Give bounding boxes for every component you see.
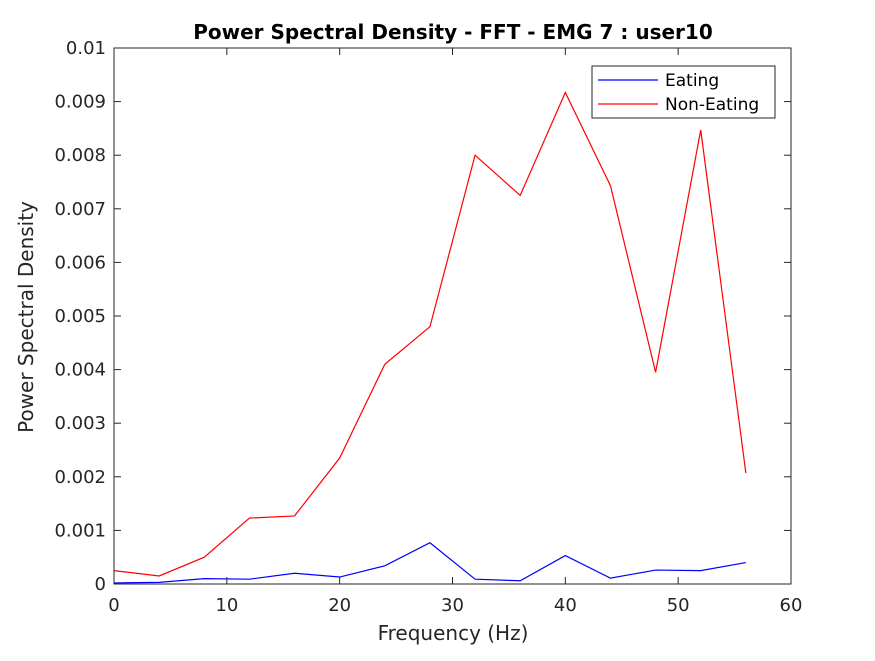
legend-entry-2: Non-Eating [665, 95, 759, 115]
x-tick-label: 50 [667, 595, 690, 616]
x-tick-label: 40 [554, 595, 577, 616]
x-tick-label: 0 [108, 595, 119, 616]
series-line-1 [113, 542, 746, 584]
x-tick-label: 30 [441, 595, 464, 616]
y-tick-label: 0.006 [54, 252, 106, 273]
y-axis-label: Power Spectral Density [14, 201, 38, 433]
y-tick-label: 0.001 [54, 520, 106, 541]
y-tick-label: 0.007 [54, 199, 106, 220]
legend-box [591, 65, 776, 119]
y-tick-label: 0.004 [54, 360, 106, 381]
y-tick-label: 0.002 [54, 467, 106, 488]
y-tick-label: 0.009 [54, 92, 106, 113]
x-tick-label: 10 [215, 595, 238, 616]
series-line-2 [113, 91, 747, 577]
y-tick-label: 0.008 [54, 145, 106, 166]
y-tick-label: 0.005 [54, 306, 106, 327]
x-axis-label: Frequency (Hz) [378, 621, 529, 645]
y-tick-label: 0 [95, 574, 106, 595]
legend: Eating Non-Eating [591, 65, 776, 119]
axes: 0 10 20 30 40 50 60 0 0.001 0.002 0.003 0.004 0.005 0… [54, 38, 802, 616]
x-tick-label: 60 [780, 595, 803, 616]
y-tick-label: 0.01 [66, 38, 106, 59]
legend-entry-1: Eating [665, 71, 719, 91]
chart-title: Power Spectral Density - FFT - EMG 7 : u… [193, 20, 713, 44]
x-tick-label: 20 [328, 595, 351, 616]
y-tick-label: 0.003 [54, 413, 106, 434]
plot-area [113, 91, 747, 584]
